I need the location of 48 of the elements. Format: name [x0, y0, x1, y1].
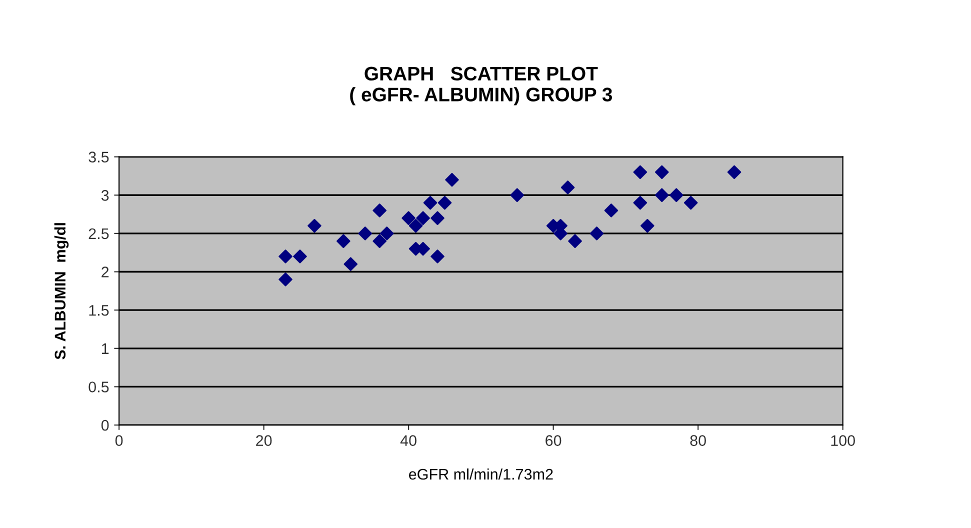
- point: [423, 196, 438, 210]
- point: [278, 272, 292, 286]
- y-tick-label: 1.5: [89, 305, 109, 316]
- point: [654, 188, 669, 202]
- point: [590, 226, 604, 240]
- point: [372, 204, 387, 218]
- point: [430, 250, 444, 264]
- y-tick-label: 1: [102, 343, 109, 354]
- y-tick-label: 0.5: [88, 382, 109, 392]
- point: [380, 226, 394, 240]
- point: [604, 204, 618, 218]
- point: [336, 234, 350, 248]
- point: [438, 196, 452, 210]
- y-tick-label: 3: [101, 190, 109, 201]
- point: [445, 172, 459, 187]
- chart-title: GRAPH SCATTER PLOT ( eGFR- ALBUMIN) GROUP 3: [350, 66, 612, 106]
- y-tick-label: 2.5: [88, 228, 109, 240]
- point: [654, 165, 669, 180]
- point: [727, 165, 742, 180]
- point: [308, 218, 322, 233]
- y-tick-label: 0: [101, 420, 109, 431]
- x-axis-title: eGFR ml/min/1.73m2: [409, 468, 553, 480]
- point: [633, 165, 648, 180]
- point: [416, 211, 430, 226]
- y-tick-label: 2: [102, 266, 109, 278]
- point: [372, 234, 387, 248]
- x-tick-label: 40: [400, 435, 416, 446]
- x-tick-label: 0: [115, 435, 123, 446]
- x-tick-label: 80: [690, 435, 706, 446]
- y-axis-title: S. ALBUMIN mg/dl: [54, 223, 69, 360]
- point: [293, 250, 307, 264]
- point: [344, 257, 358, 272]
- point: [633, 196, 648, 210]
- point: [358, 226, 372, 240]
- point: [402, 211, 416, 226]
- point: [510, 188, 524, 202]
- point: [568, 234, 582, 248]
- point: [560, 180, 575, 194]
- x-tick-label: 20: [256, 435, 272, 446]
- x-tick-label: 100: [831, 435, 855, 446]
- point: [408, 218, 423, 233]
- point: [684, 196, 698, 210]
- point: [669, 188, 684, 202]
- point: [640, 218, 654, 233]
- x-tick-label: 60: [546, 435, 562, 446]
- point: [430, 211, 444, 226]
- point: [278, 250, 292, 264]
- y-tick-label: 3.5: [88, 152, 109, 162]
